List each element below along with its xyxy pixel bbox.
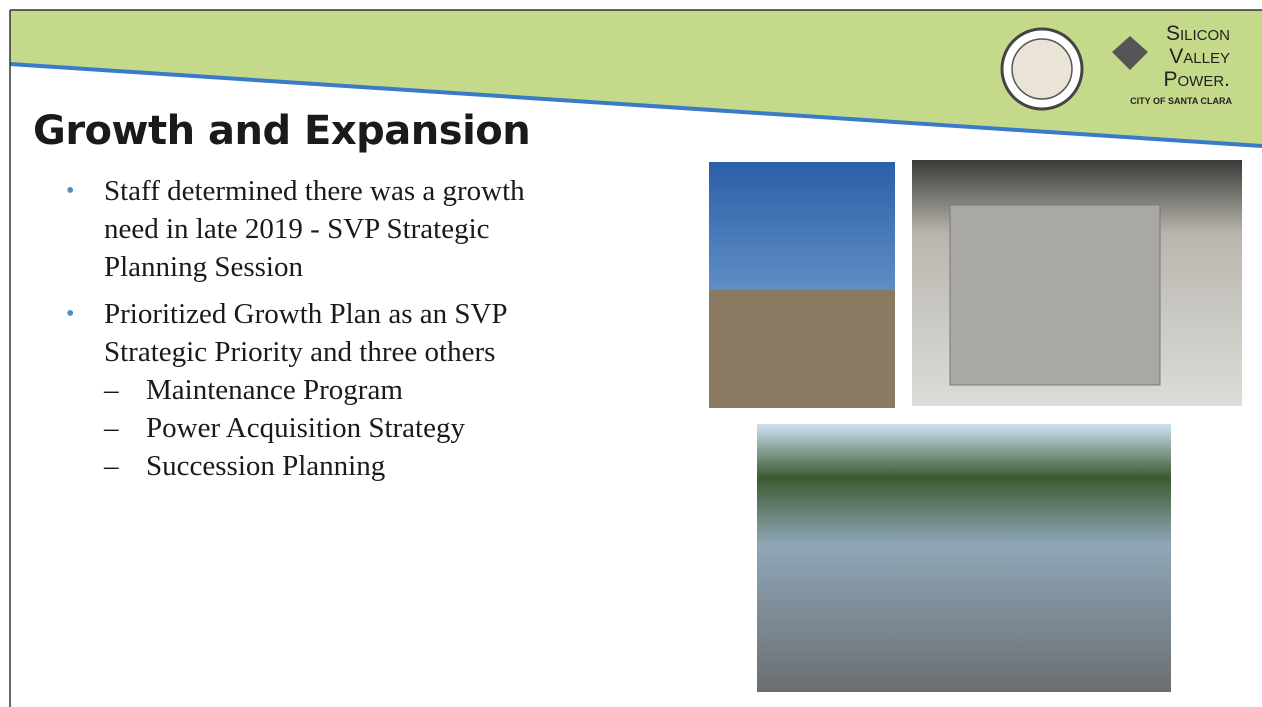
sub-bullet: Power Acquisition Strategy	[104, 409, 626, 447]
bullet-text: Strategic Priority and three others	[104, 336, 496, 368]
bullet-text: Prioritized Growth Plan as an SVP	[104, 298, 508, 330]
bullet-text: Planning Session	[104, 251, 303, 283]
slide-title: Growth and Expansion	[33, 108, 531, 154]
photo-panel-board	[949, 204, 1161, 386]
bullet: Staff determined there was a growth need …	[66, 172, 626, 286]
city-seal-inner	[1011, 38, 1073, 100]
banner-line	[9, 62, 1262, 148]
svp-logo: Silicon Valley Power. CITY OF SANTA CLAR…	[1108, 20, 1238, 110]
logo-word: Valley	[1169, 45, 1230, 68]
logo-word: Silicon	[1165, 22, 1230, 45]
bullet-list: Staff determined there was a growth need …	[66, 172, 626, 494]
logo-word: Power.	[1163, 68, 1230, 91]
bullet-text: need in late 2019 - SVP Strategic	[104, 213, 490, 245]
sub-bullet: Succession Planning	[104, 447, 626, 485]
bullet-text: Staff determined there was a growth	[104, 175, 525, 207]
svp-icon	[1112, 36, 1148, 70]
photo-substation	[757, 424, 1171, 692]
photo-ground	[709, 290, 895, 408]
banner	[10, 10, 1262, 146]
bullet: Prioritized Growth Plan as an SVP Strateg…	[66, 295, 626, 485]
sub-list: Maintenance ProgramPower Acquisition Str…	[104, 371, 626, 485]
sub-bullet: Maintenance Program	[104, 371, 626, 409]
logo-city: CITY OF SANTA CLARA	[1130, 96, 1232, 106]
